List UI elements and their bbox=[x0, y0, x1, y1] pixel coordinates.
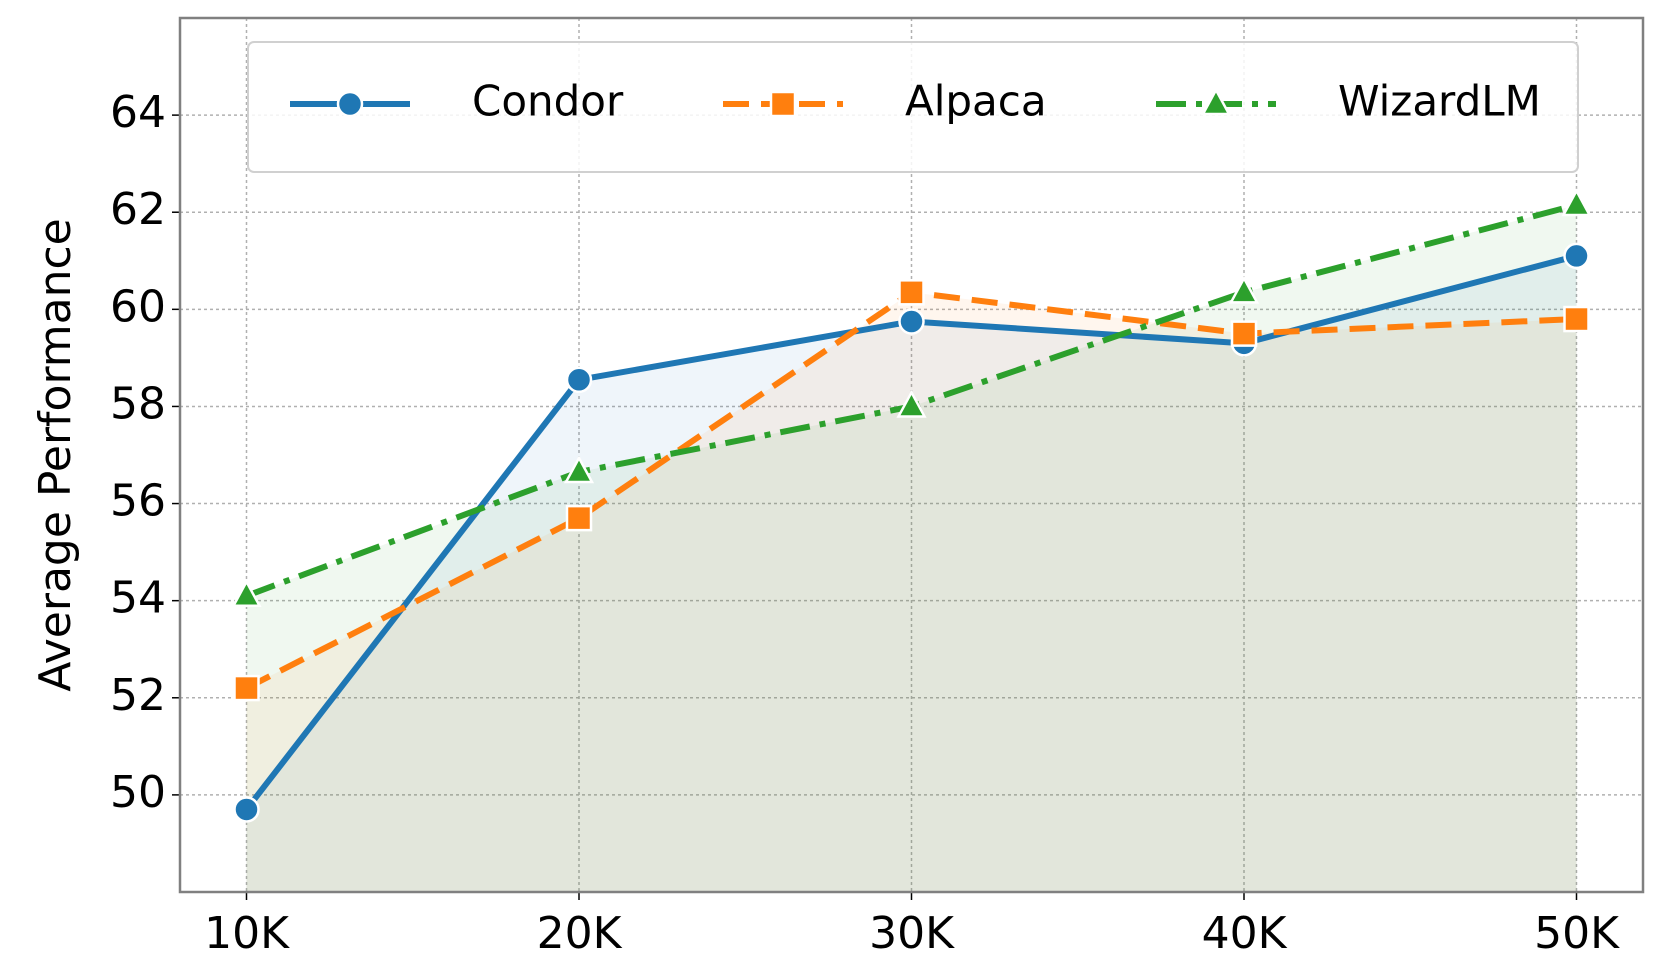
point bbox=[898, 279, 925, 306]
legend-label: WizardLM bbox=[1338, 77, 1541, 126]
legend: Condor Alpaca WizardLM bbox=[247, 41, 1579, 173]
y-tick-label: 54 bbox=[110, 573, 166, 624]
y-tick-label: 62 bbox=[110, 184, 166, 235]
x-tick-label: 20K bbox=[537, 908, 623, 959]
point bbox=[898, 308, 925, 335]
plot-frame bbox=[178, 16, 1645, 894]
y-tick-label: 64 bbox=[110, 87, 166, 138]
point bbox=[563, 455, 595, 484]
point bbox=[1561, 188, 1592, 217]
legend-marker bbox=[1200, 87, 1232, 116]
legend-marker bbox=[769, 90, 797, 118]
area-fill bbox=[246, 204, 1577, 892]
x-tick-label: 10K bbox=[204, 908, 290, 959]
x-tick-label: 50K bbox=[1534, 908, 1620, 959]
legend-label: Alpaca bbox=[905, 77, 1047, 126]
x-tick-label: 30K bbox=[869, 908, 955, 959]
point bbox=[231, 579, 262, 608]
x-tick-label: 40K bbox=[1202, 908, 1288, 959]
y-axis-label: Average Performance bbox=[30, 218, 81, 692]
legend-label: Condor bbox=[472, 77, 624, 126]
area-fill bbox=[246, 255, 1577, 892]
legend-marker bbox=[336, 90, 364, 118]
point bbox=[233, 796, 260, 823]
y-tick-label: 60 bbox=[110, 281, 166, 332]
point bbox=[1563, 242, 1590, 270]
point bbox=[1228, 275, 1260, 304]
point bbox=[233, 674, 260, 702]
y-tick-label: 52 bbox=[110, 670, 166, 721]
point bbox=[565, 504, 593, 532]
point bbox=[1230, 320, 1258, 347]
point bbox=[565, 366, 593, 393]
area-fill bbox=[246, 292, 1577, 893]
legend-box bbox=[247, 41, 1579, 173]
y-tick-label: 50 bbox=[110, 767, 166, 818]
point bbox=[896, 389, 927, 418]
y-tick-label: 58 bbox=[110, 378, 166, 429]
point bbox=[1563, 305, 1590, 333]
y-tick-label: 56 bbox=[110, 476, 166, 527]
